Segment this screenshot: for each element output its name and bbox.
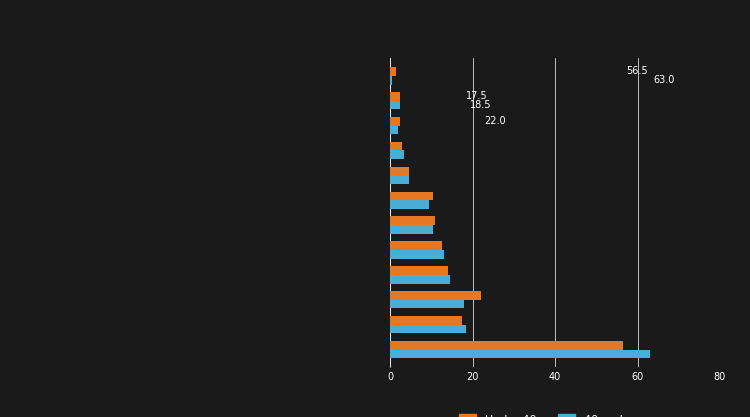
- Bar: [390, 349, 650, 358]
- Text: 56.5: 56.5: [626, 66, 648, 76]
- Bar: [390, 151, 404, 159]
- Bar: [390, 316, 462, 325]
- Bar: [390, 100, 400, 109]
- Bar: [390, 275, 450, 284]
- Bar: [390, 167, 409, 175]
- Bar: [390, 92, 400, 100]
- Bar: [390, 117, 400, 126]
- Bar: [390, 76, 392, 85]
- Legend: Under 40, 40 and over: Under 40, 40 and over: [454, 409, 656, 417]
- Bar: [390, 200, 429, 209]
- Bar: [390, 175, 409, 184]
- Bar: [390, 225, 433, 234]
- Bar: [390, 142, 402, 151]
- Bar: [390, 216, 435, 225]
- Text: 18.5: 18.5: [470, 100, 491, 110]
- Bar: [390, 191, 433, 200]
- Bar: [390, 300, 464, 309]
- Bar: [390, 126, 398, 134]
- Text: 63.0: 63.0: [653, 75, 674, 85]
- Bar: [390, 241, 442, 250]
- Bar: [390, 325, 466, 333]
- Bar: [390, 67, 396, 76]
- Bar: [390, 291, 481, 300]
- Bar: [390, 266, 448, 275]
- Text: 17.5: 17.5: [466, 91, 487, 101]
- Bar: [390, 341, 623, 349]
- Bar: [390, 250, 444, 259]
- Text: 22.0: 22.0: [484, 116, 506, 126]
